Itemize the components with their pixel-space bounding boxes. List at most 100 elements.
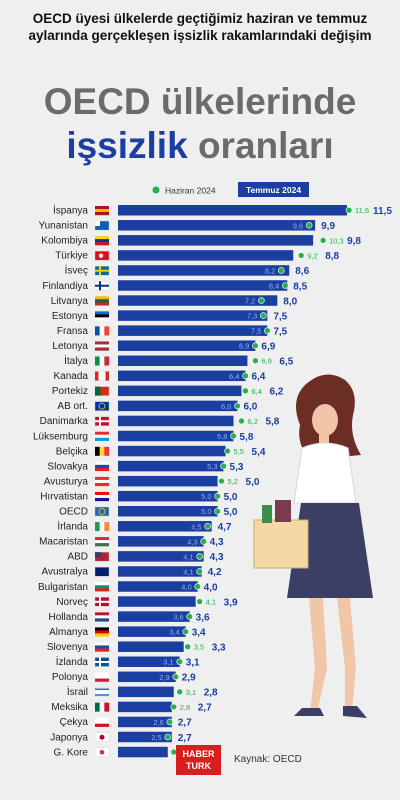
flag-disc xyxy=(99,734,105,740)
country-label: Danimarka xyxy=(40,416,89,427)
bar-row: Avustralya 4,1 4,2 xyxy=(41,566,222,578)
flag-stripe xyxy=(95,479,109,484)
bar-july xyxy=(118,280,288,291)
july-value-label: 5,8 xyxy=(239,432,253,443)
june-value-label: 8,4 xyxy=(269,281,279,290)
bar-july xyxy=(118,671,176,683)
june-value-label: 9,2 xyxy=(307,251,317,260)
bar-row: Finlandiya 8,4 8,5 xyxy=(42,280,308,292)
country-label: Bulgaristan xyxy=(38,582,88,593)
july-value-label: 5,4 xyxy=(252,447,266,458)
flag-stripe xyxy=(95,347,109,351)
july-value-label: 2,7 xyxy=(198,703,212,714)
bar-row: Türkiye 9,2 8,8 xyxy=(55,250,340,262)
flag-stripe xyxy=(99,702,105,712)
june-dot xyxy=(264,327,271,334)
flag-stripe xyxy=(95,723,109,727)
flag-stripe xyxy=(95,209,109,213)
bar-july xyxy=(118,235,314,246)
june-dot xyxy=(277,267,285,274)
flag-band xyxy=(95,688,109,690)
flag-stripe xyxy=(95,540,109,544)
bar-july xyxy=(118,370,246,382)
july-value-label: 8,6 xyxy=(295,266,309,277)
source-note: Kaynak: OECD xyxy=(234,754,302,765)
flag-stripe xyxy=(95,675,109,679)
country-label: Letonya xyxy=(52,341,88,352)
bar-row: Kanada 6,4 6,4 xyxy=(54,370,266,383)
bar-row: Norveç 4,1 3,9 xyxy=(56,596,238,608)
july-value-label: 2,9 xyxy=(182,673,196,684)
july-value-label: 3,6 xyxy=(196,612,210,623)
bar-july xyxy=(118,581,198,592)
flag-canton xyxy=(95,221,100,227)
flag-stripe xyxy=(95,236,109,240)
bar-row: Litvanya 7,2 8,0 xyxy=(51,295,298,307)
july-value-label: 9,8 xyxy=(347,236,361,247)
flag-stripe xyxy=(104,522,110,532)
country-label: Japonya xyxy=(50,732,88,743)
june-value-label: 6,4 xyxy=(251,387,261,396)
country-label: Slovenya xyxy=(47,642,89,653)
country-label: Slovakya xyxy=(47,461,88,472)
flag-cross xyxy=(95,600,109,603)
flag-stripe xyxy=(95,612,109,616)
flag-stripe xyxy=(95,341,109,345)
june-dot xyxy=(194,583,201,590)
bar-row: İzlanda 3,1 3,1 xyxy=(56,655,200,669)
country-label: OECD xyxy=(59,507,88,518)
bar-july xyxy=(118,596,196,607)
bar-july xyxy=(118,250,294,261)
flag-field xyxy=(94,567,110,577)
title-word-oranlari: oranları xyxy=(197,125,334,166)
july-value-label: 7,5 xyxy=(273,326,287,337)
flag-stripe xyxy=(95,497,109,502)
bar-row: Avusturya 5,2 5,0 xyxy=(44,475,260,488)
july-value-label: 4,2 xyxy=(208,567,222,578)
june-dot xyxy=(242,372,249,380)
july-value-label: 11,5 xyxy=(373,206,392,217)
june-value-label: 5,0 xyxy=(201,507,211,516)
bar-july xyxy=(118,325,268,336)
june-dot xyxy=(220,462,227,470)
july-value-label: 6,2 xyxy=(269,387,283,398)
bar-row: Polonya 2,9 2,9 xyxy=(52,671,196,684)
logo-line1: HABER xyxy=(182,749,215,759)
bar-row: Meksika 2,8 2,7 xyxy=(51,701,212,714)
bar-row: Portekiz 6,4 6,2 xyxy=(52,385,284,398)
country-label: Almanya xyxy=(49,627,88,638)
flag-stripe xyxy=(99,356,105,366)
flag-stripe xyxy=(95,461,109,466)
bar-row: AB ort. 6,0 6,0 xyxy=(57,400,258,413)
flag-stripe xyxy=(95,627,109,631)
july-value-label: 5,0 xyxy=(224,507,238,518)
june-value-label: 5,2 xyxy=(228,477,238,486)
country-label: Portekiz xyxy=(52,386,88,397)
chart-title-line2: işsizlik oranları xyxy=(0,123,400,169)
bar-july xyxy=(118,506,218,517)
june-dot xyxy=(305,222,313,229)
flag-stripe xyxy=(95,678,109,682)
flag-stripe xyxy=(95,464,109,469)
bar-row: ABD 4,1 4,3 xyxy=(67,551,224,563)
bar-july xyxy=(118,475,218,487)
flag-stripe xyxy=(95,431,109,435)
july-value-label: 2,7 xyxy=(178,733,192,744)
flag-stripe xyxy=(95,206,109,210)
bar-row: Lüksemburg 5,8 5,8 xyxy=(33,430,254,443)
july-value-label: 4,3 xyxy=(210,552,224,563)
june-dot xyxy=(166,718,174,726)
bar-july xyxy=(118,310,268,321)
june-value-label: 6,4 xyxy=(229,372,239,381)
logo-line2: TURK xyxy=(186,761,211,771)
flag-stripe xyxy=(95,720,109,724)
flag-stripe xyxy=(95,356,100,366)
bar-row: Belçika 5,5 5,4 xyxy=(56,445,266,458)
country-label: İrlanda xyxy=(57,520,88,533)
bar-row: İsveç 8,2 8,6 xyxy=(65,264,310,278)
bar-july xyxy=(118,536,204,547)
bar-row: İtalya 6,9 6,5 xyxy=(64,354,294,368)
flag-stripe xyxy=(99,522,105,532)
country-label: Fransa xyxy=(57,326,89,337)
